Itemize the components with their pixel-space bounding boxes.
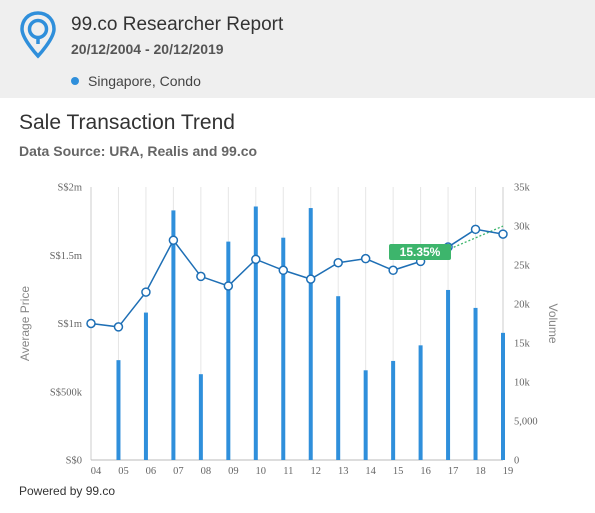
volume-bar — [116, 360, 121, 460]
location-dot-icon — [71, 77, 79, 85]
price-point — [168, 235, 179, 245]
volume-bar — [198, 374, 203, 460]
left-tick-label: S$0 — [66, 456, 82, 467]
volume-bar — [501, 332, 505, 460]
volume-bar — [418, 345, 423, 460]
location-label: Singapore, Condo — [71, 73, 201, 89]
right-tick-label: 15k — [514, 339, 531, 350]
trend-line — [420, 225, 504, 262]
volume-bar — [391, 360, 396, 460]
left-tick-label: S$1m — [57, 319, 82, 330]
x-tick-label: 17 — [448, 466, 459, 477]
volume-bar — [171, 210, 176, 460]
left-tick-label: S$1.5m — [50, 251, 82, 262]
report-title: 99.co Researcher Report — [71, 14, 284, 35]
price-point — [86, 318, 96, 329]
right-tick-label: 25k — [514, 261, 531, 272]
price-point — [196, 271, 206, 282]
trend-badge-label: 15.35% — [400, 245, 441, 259]
powered-by: Powered by 99.co — [19, 484, 116, 498]
volume-bar — [226, 241, 231, 460]
right-tick-label: 10k — [514, 378, 531, 389]
price-line — [90, 228, 504, 328]
right-tick-label: 5,000 — [514, 417, 538, 428]
x-tick-label: 08 — [201, 466, 212, 477]
data-source: Data Source: URA, Realis and 99.co — [19, 143, 258, 159]
volume-bar — [473, 307, 478, 460]
right-tick-label: 35k — [514, 183, 531, 194]
right-tick-label: 20k — [514, 300, 531, 311]
left-tick-label: S$500k — [50, 387, 83, 398]
price-point — [388, 265, 398, 276]
x-tick-label: 12 — [310, 466, 321, 477]
price-point — [470, 224, 481, 235]
price-point — [333, 258, 343, 268]
report-date-range: 20/12/2004 - 20/12/2019 — [71, 41, 224, 57]
volume-bar — [308, 208, 313, 460]
x-tick-label: 16 — [420, 466, 431, 477]
report-header: 99.co Researcher Report 20/12/2004 - 20/… — [0, 0, 595, 98]
price-point — [278, 265, 289, 276]
x-tick-label: 15 — [393, 466, 404, 477]
price-point — [305, 274, 316, 284]
trend-badge — [389, 244, 451, 260]
price-point — [498, 229, 508, 239]
price-point — [223, 281, 234, 291]
x-tick-label: 19 — [503, 466, 514, 477]
location-text: Singapore, Condo — [88, 73, 201, 89]
price-point — [360, 253, 371, 264]
price-point — [141, 287, 151, 297]
x-tick-label: 05 — [118, 466, 129, 477]
volume-bar — [253, 206, 258, 460]
volume-bar — [143, 312, 148, 460]
x-tick-label: 14 — [365, 466, 376, 477]
location-pin-logo-icon — [20, 11, 56, 59]
price-point — [251, 254, 261, 265]
sale-transaction-chart: S$0 S$500k S$1m S$1.5m S$2m 0 5,000 10k 15k 20k 25… — [18, 183, 560, 478]
left-axis-title: Average Price — [18, 286, 32, 361]
price-point — [113, 322, 124, 332]
x-tick-label: 13 — [338, 466, 349, 477]
volume-bar — [281, 237, 286, 460]
section-title: Sale Transaction Trend — [19, 111, 235, 134]
volume-bar — [446, 289, 451, 460]
x-tick-label: 18 — [475, 466, 486, 477]
right-tick-label: 0 — [514, 456, 519, 467]
x-tick-label: 07 — [173, 466, 184, 477]
right-tick-label: 30k — [514, 222, 531, 233]
left-tick-label: S$2m — [57, 183, 82, 194]
x-tick-label: 11 — [283, 466, 293, 477]
x-tick-label: 10 — [256, 466, 267, 477]
volume-bar — [363, 370, 368, 460]
volume-bar — [336, 296, 341, 460]
right-axis-title: Volume — [546, 303, 560, 343]
x-tick-label: 04 — [91, 466, 102, 477]
x-tick-label: 09 — [228, 466, 239, 477]
x-tick-label: 06 — [146, 466, 157, 477]
